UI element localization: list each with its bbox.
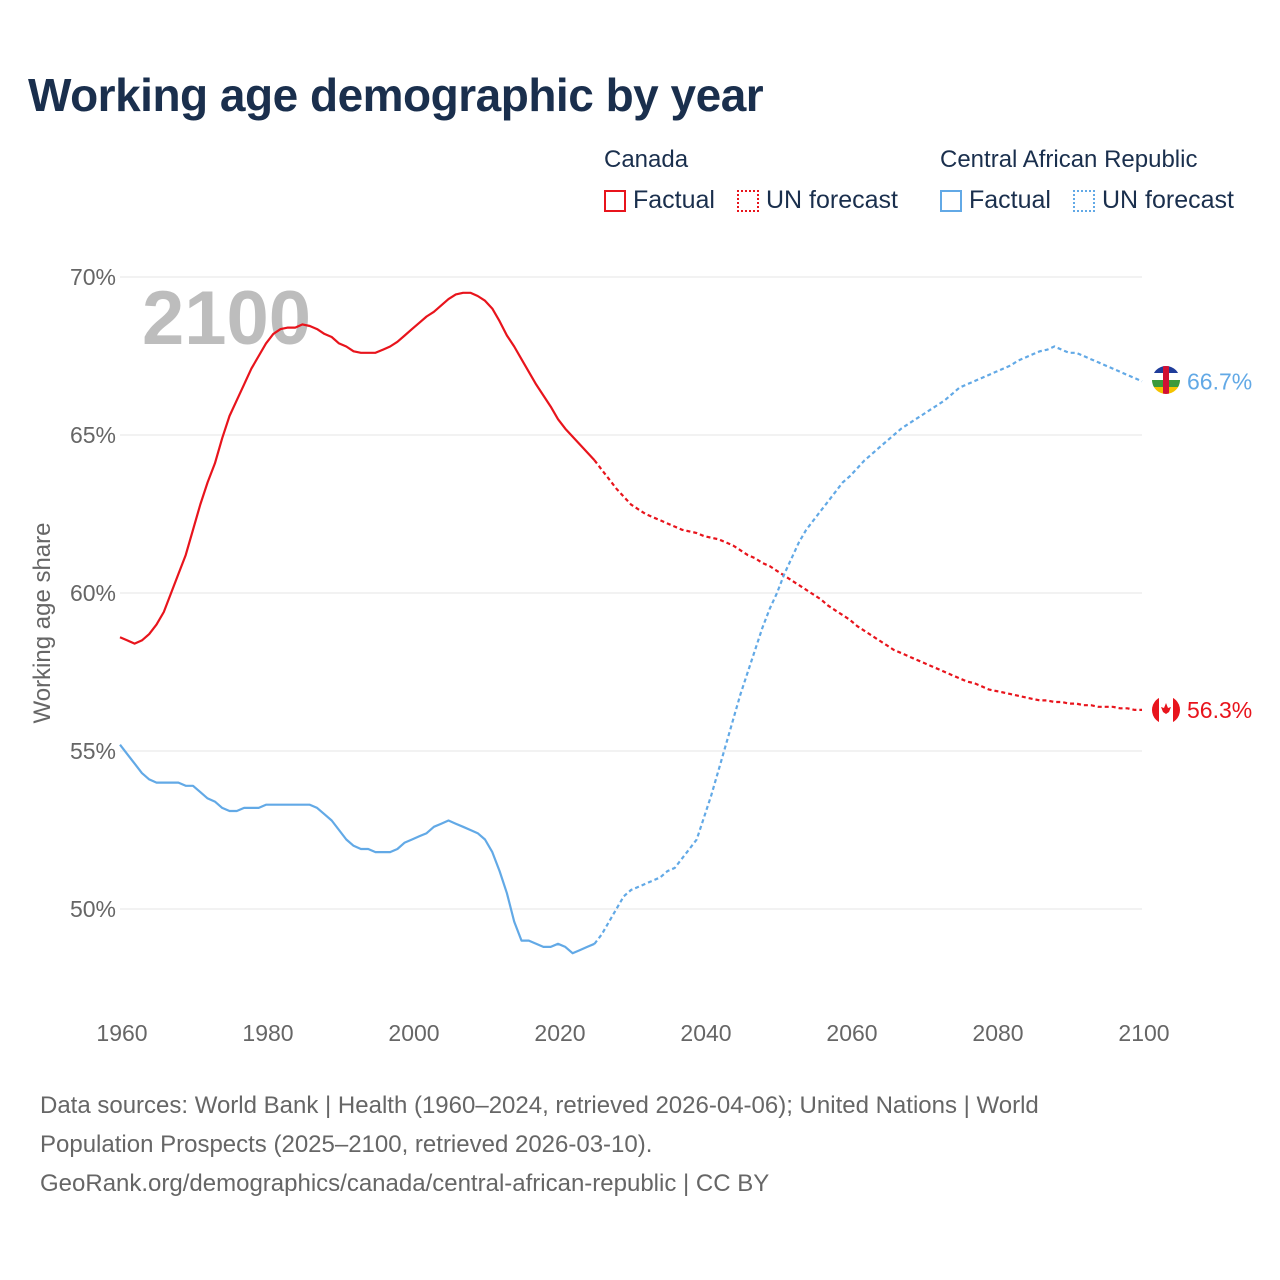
canada-flag-icon [1152, 696, 1180, 724]
legend-canada-factual[interactable]: Factual [604, 186, 715, 215]
line-chart: 2100 Working age share 50% 55% 60% 65% 70% 19… [29, 264, 1252, 1046]
footer-line: Data sources: World Bank | Health (1960–… [40, 1092, 1039, 1119]
x-tick-label: 2060 [826, 1020, 877, 1046]
x-tick-label: 2040 [680, 1020, 731, 1046]
y-tick-label: 50% [70, 896, 116, 922]
legend-label: Factual [969, 186, 1051, 214]
legend-car-forecast[interactable]: UN forecast [1073, 186, 1234, 215]
x-tick-label: 1980 [242, 1020, 293, 1046]
legend-label: UN forecast [1102, 186, 1234, 214]
legend-canada-forecast[interactable]: UN forecast [737, 186, 898, 215]
series-end-label: 56.3% [1187, 697, 1252, 723]
legend-group-canada: Canada [604, 146, 689, 173]
legend-group-car: Central African Republic [940, 146, 1198, 173]
footer-line[interactable]: GeoRank.org/demographics/canada/central-… [40, 1170, 770, 1197]
chart-title: Working age demographic by year [28, 69, 764, 121]
y-tick-label: 60% [70, 580, 116, 606]
legend-label: Factual [633, 186, 715, 214]
legend-swatch-dotted-icon [737, 189, 759, 212]
y-tick-label: 70% [70, 264, 116, 290]
legend-label: UN forecast [766, 186, 898, 214]
series-line-forecast[interactable] [593, 345, 1143, 945]
legend-swatch-solid-icon [940, 189, 962, 212]
x-tick-label: 1960 [96, 1020, 147, 1046]
legend-swatch-solid-icon [604, 189, 626, 212]
series-line-factual[interactable] [119, 744, 595, 955]
y-tick-label: 55% [70, 738, 116, 764]
footer-line: Population Prospects (2025–2100, retriev… [40, 1131, 653, 1158]
series-end-label: 66.7% [1187, 368, 1252, 394]
x-tick-label: 2000 [388, 1020, 439, 1046]
legend-car-factual[interactable]: Factual [940, 186, 1051, 215]
x-tick-label: 2080 [972, 1020, 1023, 1046]
data-sources-footer: Data sources: World Bank | Health (1960–… [40, 1086, 1240, 1203]
series-line-forecast[interactable] [593, 459, 1143, 711]
y-tick-label: 65% [70, 422, 116, 448]
legend-swatch-dotted-icon [1073, 189, 1095, 212]
x-tick-label: 2020 [534, 1020, 585, 1046]
central-african-republic-flag-icon [1152, 366, 1180, 394]
year-watermark: 2100 [142, 276, 311, 361]
y-axis-title: Working age share [29, 523, 56, 724]
series-line-factual[interactable] [119, 291, 596, 645]
x-tick-label: 2100 [1118, 1020, 1169, 1046]
